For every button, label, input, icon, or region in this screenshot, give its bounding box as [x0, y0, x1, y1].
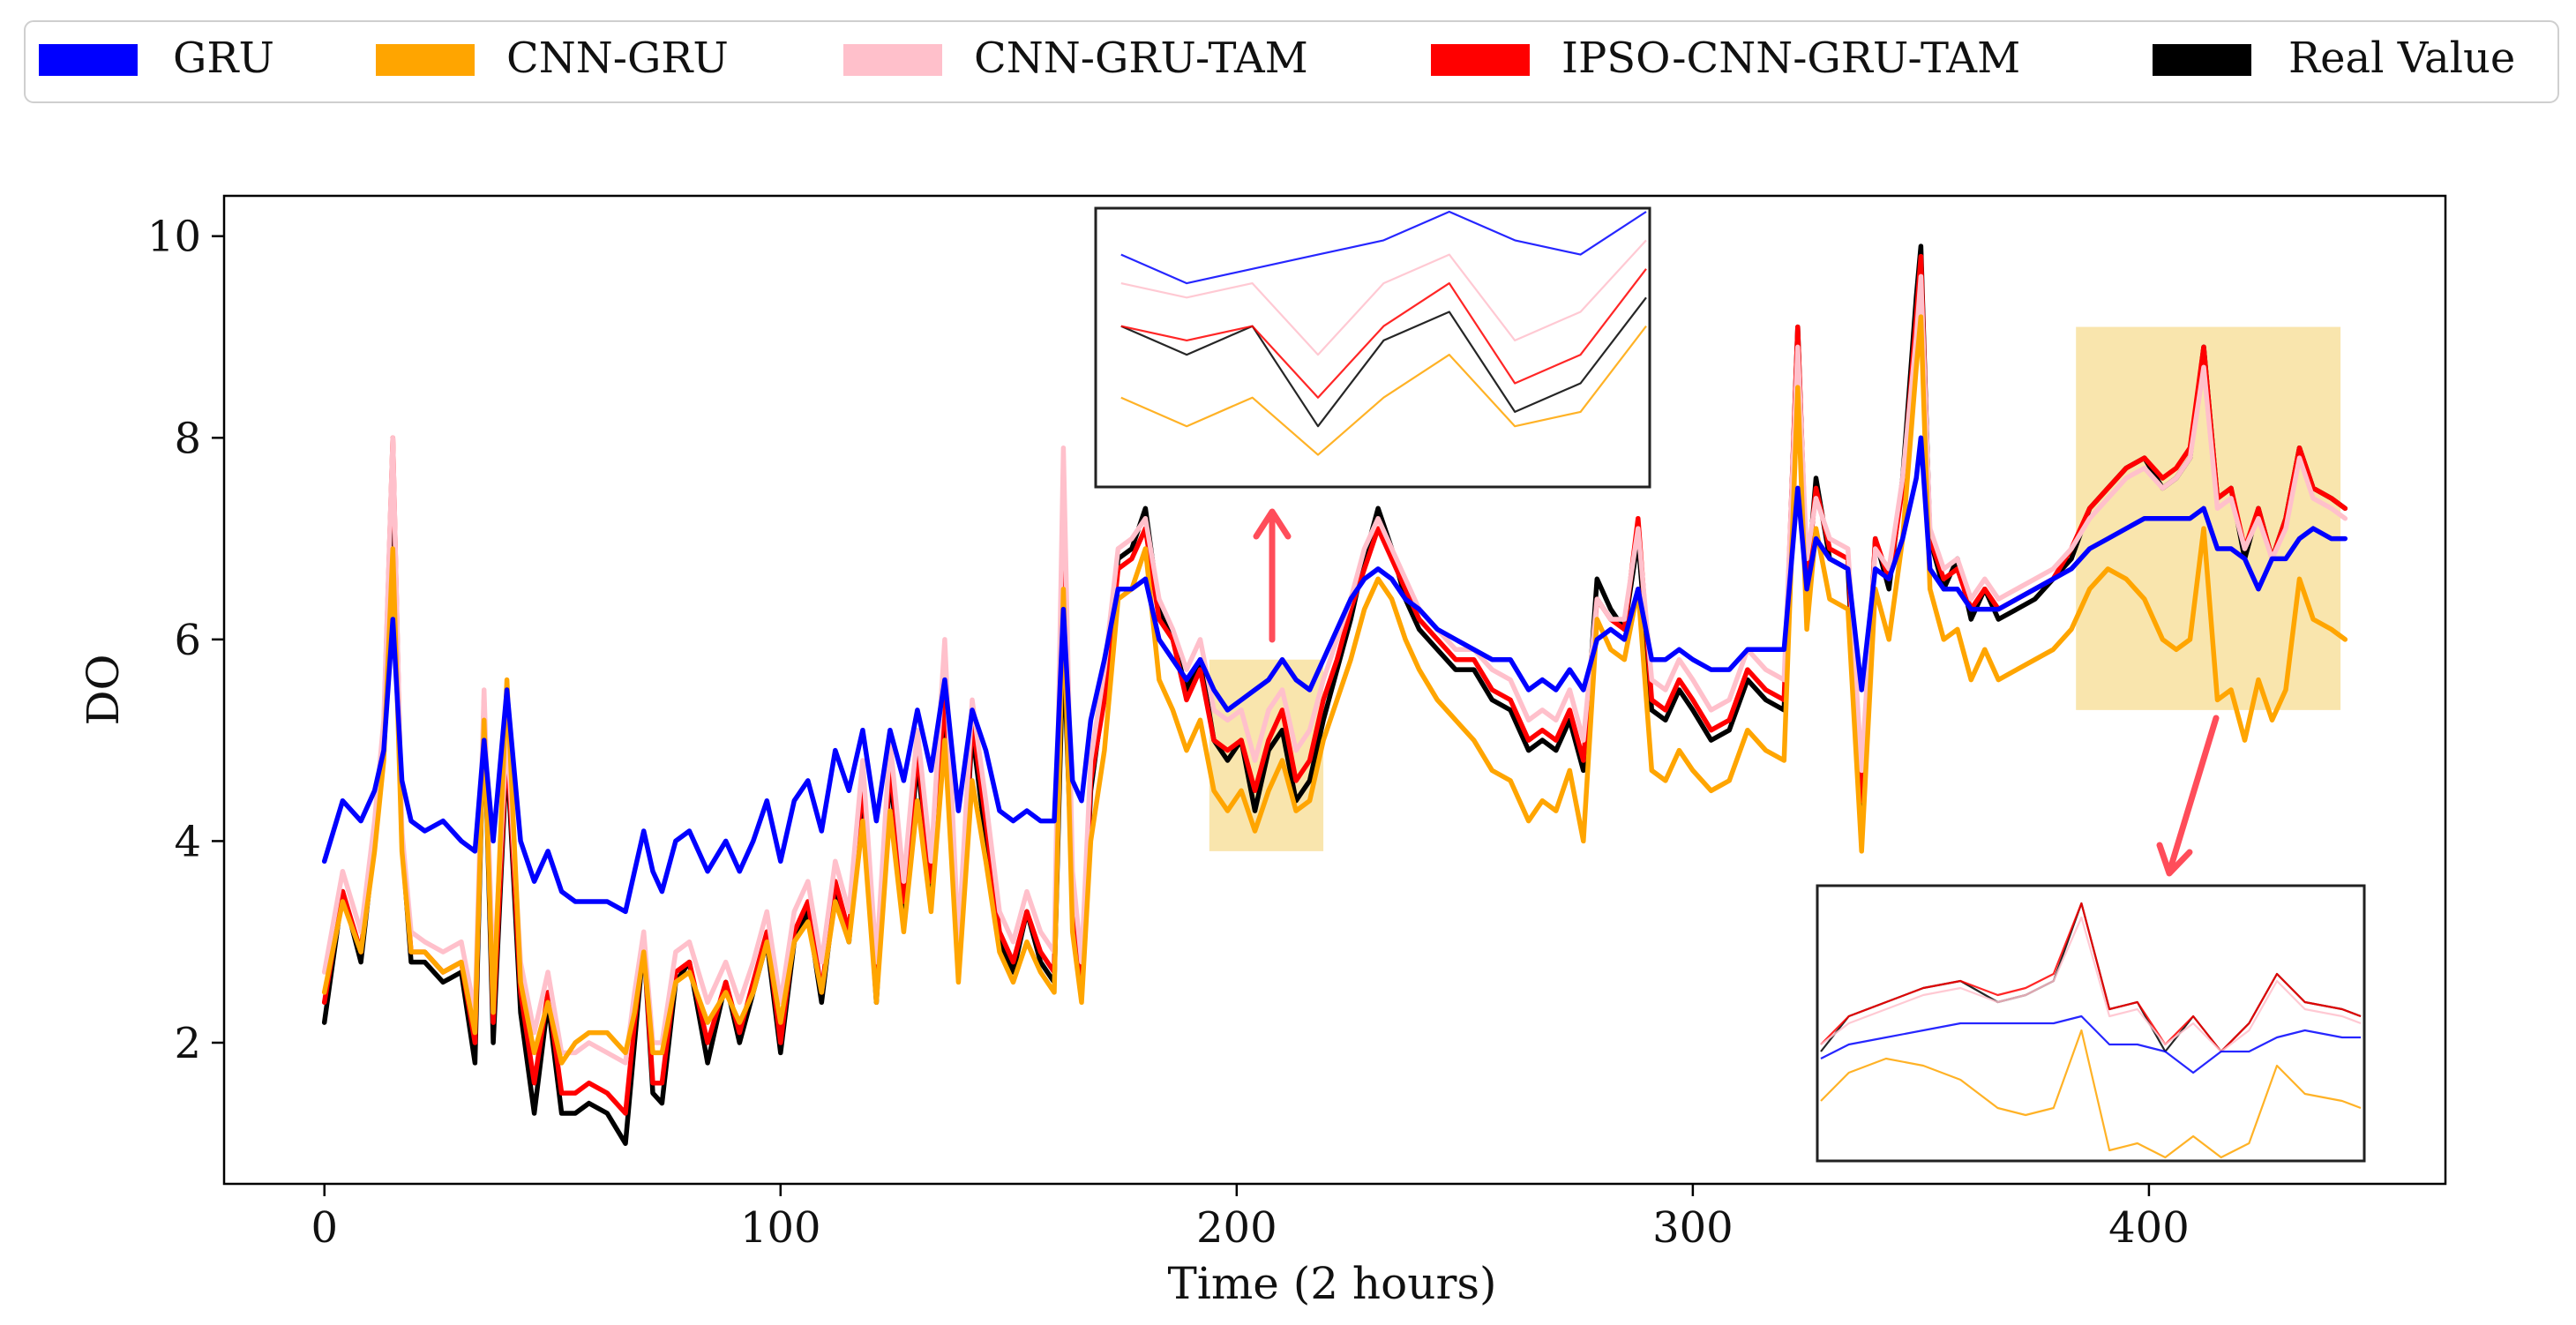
- legend-label-cnn-gru-tam: CNN-GRU-TAM: [974, 34, 1308, 83]
- series-line-cnn-gru-tam: [321, 273, 2348, 1066]
- legend-item-cnn-gru-tam: CNN-GRU-TAM: [843, 34, 1308, 83]
- legend-item-gru: GRU: [39, 34, 274, 83]
- inset-zoom-1: [1094, 206, 1651, 489]
- inset-2-line-cnn-gru-tam: [1820, 916, 2362, 1053]
- legend-item-real-value: Real Value: [2153, 34, 2515, 83]
- inset-1-line-real-value: [1120, 296, 1647, 428]
- inset-zoom-2: [1816, 884, 2366, 1163]
- legend-label-gru: GRU: [173, 34, 274, 83]
- legend-swatch-cnn-gru-tam: [843, 44, 942, 76]
- y-axis-label: DO: [78, 654, 129, 725]
- legend-label-cnn-gru: CNN-GRU: [506, 34, 729, 83]
- inset-1-line-ipso-cnn-gru-tam: [1120, 268, 1647, 399]
- legend-swatch-gru: [39, 44, 138, 76]
- inset-2-line-gru: [1820, 1014, 2361, 1074]
- series-line-cnn-gru: [321, 314, 2348, 1066]
- inset-1-line-cnn-gru-tam: [1120, 239, 1647, 356]
- inset-1-line-gru: [1120, 210, 1647, 285]
- legend-label-real-value: Real Value: [2288, 34, 2515, 83]
- x-tick-label-400: 400: [2108, 1203, 2190, 1253]
- legend-swatch-ipso-cnn-gru-tam: [1431, 44, 1530, 76]
- series-line-gru: [321, 435, 2348, 915]
- y-tick-label-4: 4: [174, 817, 201, 866]
- inset-2-line-cnn-gru: [1820, 1029, 2362, 1159]
- y-tick-label-2: 2: [174, 1019, 201, 1068]
- legend: GRU CNN-GRU CNN-GRU-TAM IPSO-CNN-GRU-TAM…: [24, 20, 2559, 103]
- x-axis-label: Time (2 hours): [1167, 1258, 1496, 1309]
- zoom-arrow-2: [2156, 715, 2220, 877]
- x-axis-ticks: 0 100 200 300 400: [311, 1184, 2190, 1253]
- legend-item-cnn-gru: CNN-GRU: [376, 34, 729, 83]
- inset-1-lines: [1120, 210, 1647, 456]
- inset-1-line-cnn-gru: [1120, 326, 1647, 456]
- inset-2-lines: [1820, 902, 2362, 1159]
- y-tick-label-6: 6: [174, 616, 201, 665]
- y-axis-ticks: 2 4 6 8 10: [147, 213, 224, 1068]
- plot-frame: [222, 194, 2447, 1186]
- series-lines: [321, 243, 2348, 1147]
- x-tick-label-200: 200: [1196, 1203, 1277, 1253]
- legend-swatch-real-value: [2153, 44, 2251, 76]
- x-tick-label-0: 0: [311, 1203, 338, 1253]
- legend-item-ipso-cnn-gru-tam: IPSO-CNN-GRU-TAM: [1431, 34, 2020, 83]
- x-tick-label-100: 100: [740, 1203, 821, 1253]
- inset-2-line-ipso-cnn-gru-tam: [1820, 902, 2362, 1053]
- y-tick-label-10: 10: [147, 213, 201, 262]
- legend-swatch-cnn-gru: [376, 44, 475, 76]
- legend-label-ipso-cnn-gru-tam: IPSO-CNN-GRU-TAM: [1561, 34, 2020, 83]
- x-tick-label-300: 300: [1652, 1203, 1734, 1253]
- zoom-arrow-1: [1253, 508, 1292, 643]
- y-tick-label-8: 8: [174, 414, 201, 463]
